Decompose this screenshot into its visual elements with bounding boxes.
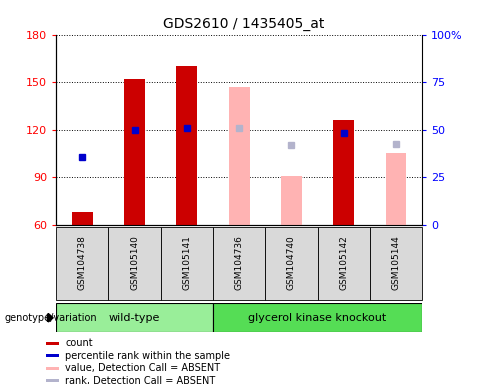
Bar <box>213 303 422 332</box>
Text: count: count <box>65 338 93 348</box>
Text: GDS2610 / 1435405_at: GDS2610 / 1435405_at <box>163 17 325 31</box>
Text: GSM104740: GSM104740 <box>287 236 296 290</box>
Bar <box>46 379 59 382</box>
Text: percentile rank within the sample: percentile rank within the sample <box>65 351 230 361</box>
Bar <box>46 342 59 344</box>
Bar <box>370 227 422 300</box>
Bar <box>229 87 249 225</box>
Text: GSM104738: GSM104738 <box>78 236 87 290</box>
Bar <box>108 227 161 300</box>
Bar <box>281 175 302 225</box>
Bar <box>333 120 354 225</box>
Bar <box>72 212 93 225</box>
Text: glycerol kinase knockout: glycerol kinase knockout <box>248 313 386 323</box>
Bar <box>124 79 145 225</box>
Bar <box>265 227 318 300</box>
Text: GSM105141: GSM105141 <box>183 236 191 290</box>
Text: genotype/variation: genotype/variation <box>5 313 98 323</box>
Text: GSM105140: GSM105140 <box>130 236 139 290</box>
Bar <box>161 227 213 300</box>
Text: value, Detection Call = ABSENT: value, Detection Call = ABSENT <box>65 363 220 373</box>
Bar <box>56 303 213 332</box>
Bar <box>318 227 370 300</box>
Bar <box>213 227 265 300</box>
Text: GSM105144: GSM105144 <box>391 236 401 290</box>
Text: GSM104736: GSM104736 <box>235 236 244 290</box>
Text: GSM105142: GSM105142 <box>339 236 348 290</box>
Bar <box>176 66 197 225</box>
Bar <box>56 227 108 300</box>
Text: rank, Detection Call = ABSENT: rank, Detection Call = ABSENT <box>65 376 215 384</box>
Bar <box>386 153 407 225</box>
Text: wild-type: wild-type <box>109 313 160 323</box>
Bar <box>46 366 59 369</box>
Bar <box>46 354 59 357</box>
